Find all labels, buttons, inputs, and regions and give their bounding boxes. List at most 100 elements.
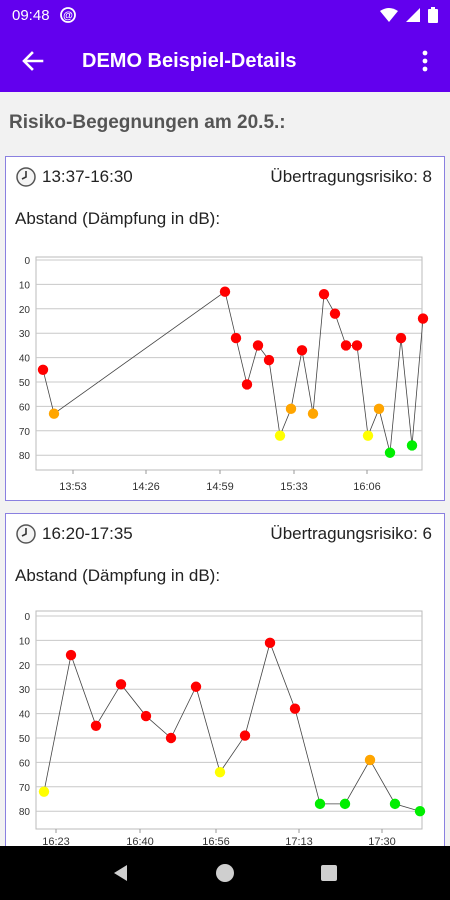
x-tick-label: 16:56 <box>202 836 230 848</box>
y-tick-label: 60 <box>19 758 31 769</box>
battery-icon <box>428 7 438 23</box>
y-tick-label: 60 <box>19 402 31 413</box>
card-header: 13:37-16:30 Übertragungsrisiko: 8 <box>16 167 432 187</box>
page-title: DEMO Beispiel-Details <box>82 49 297 72</box>
data-point <box>264 637 276 649</box>
x-tick-label: 15:33 <box>280 481 308 493</box>
y-tick-label: 10 <box>19 280 31 291</box>
series-line <box>42 291 424 453</box>
encounter-time-range: 16:20-17:35 <box>42 524 133 543</box>
overflow-menu-button[interactable] <box>400 30 450 92</box>
system-nav-bar <box>0 846 450 900</box>
encounter-card: 13:37-16:30 Übertragungsrisiko: 8 Abstan… <box>5 156 445 501</box>
nav-home-icon[interactable] <box>215 863 235 883</box>
data-point <box>296 345 308 356</box>
card-header: 16:20-17:35 Übertragungsrisiko: 6 <box>16 524 432 544</box>
data-point <box>340 340 352 351</box>
data-point <box>241 379 253 390</box>
x-tick-label: 14:26 <box>132 481 160 493</box>
data-point <box>395 332 407 344</box>
y-tick-label: 30 <box>19 329 31 340</box>
data-point <box>362 430 374 441</box>
series-line <box>43 641 421 812</box>
data-point <box>230 332 242 344</box>
status-time: 09:48 <box>12 6 50 24</box>
x-tick-label: 13:53 <box>59 481 87 493</box>
x-tick-label: 16:23 <box>42 836 70 848</box>
data-point <box>329 308 341 319</box>
plot-frame <box>35 256 423 471</box>
data-point <box>38 786 50 797</box>
status-bar: 09:48 @ <box>0 0 450 30</box>
y-tick-label: 20 <box>19 661 31 672</box>
data-point <box>406 440 418 451</box>
y-tick-label: 40 <box>19 354 31 365</box>
y-tick-label: 50 <box>19 734 31 745</box>
data-point <box>314 798 326 810</box>
data-point <box>115 679 127 690</box>
x-tick-label: 14:59 <box>206 481 234 493</box>
chart-subtitle: Abstand (Dämpfung in dB): <box>15 566 221 585</box>
data-point <box>165 732 177 744</box>
y-tick-label: 30 <box>19 685 31 696</box>
section-title: Risiko-Begegnungen am 20.5.: <box>9 112 286 133</box>
data-point <box>214 766 226 778</box>
risk-label: Übertragungsrisiko: 6 <box>270 524 432 543</box>
data-point <box>414 806 426 817</box>
data-point <box>285 403 297 415</box>
data-point <box>37 364 49 375</box>
y-tick-label: 20 <box>19 305 31 316</box>
y-tick-label: 40 <box>19 710 31 721</box>
y-tick-label: 0 <box>24 612 30 623</box>
data-point <box>389 798 401 810</box>
data-point <box>351 340 363 351</box>
y-tick-label: 10 <box>19 636 31 647</box>
data-point <box>252 340 264 351</box>
wifi-icon <box>380 8 398 22</box>
data-point <box>339 798 351 810</box>
data-point <box>90 720 102 731</box>
chart-subtitle: Abstand (Dämpfung in dB): <box>15 209 221 228</box>
x-tick-label: 16:06 <box>353 481 381 493</box>
x-tick-label: 17:30 <box>368 836 396 848</box>
data-point <box>65 649 77 661</box>
data-point <box>318 288 330 300</box>
signal-icon <box>406 8 420 22</box>
sync-icon: @ <box>59 7 76 23</box>
y-tick-label: 70 <box>19 783 31 794</box>
x-tick-label: 17:13 <box>285 836 313 848</box>
y-tick-label: 0 <box>24 256 30 267</box>
app-bar: DEMO Beispiel-Details <box>0 30 450 92</box>
nav-back-icon[interactable] <box>112 864 130 882</box>
y-tick-label: 80 <box>19 451 31 462</box>
plot-frame <box>35 610 423 830</box>
data-point <box>239 730 251 741</box>
data-point <box>417 313 429 324</box>
svg-text:@: @ <box>63 11 73 22</box>
data-point <box>48 408 60 419</box>
y-tick-label: 50 <box>19 378 31 389</box>
encounter-card: 16:20-17:35 Übertragungsrisiko: 6 Abstan… <box>5 513 445 848</box>
data-point <box>263 354 275 366</box>
data-point <box>190 681 202 692</box>
attenuation-chart: 0 10 20 30 40 50 60 70 80 13:53 14:26 14:59 15:33 16:… <box>19 256 429 493</box>
attenuation-chart: 0 10 20 30 40 50 60 70 80 16:23 16:40 16:56 17:13 17:… <box>19 610 426 848</box>
clock-icon <box>16 524 36 544</box>
data-point <box>384 447 396 458</box>
data-point <box>274 430 286 441</box>
data-point <box>219 286 231 297</box>
data-point <box>307 408 319 419</box>
x-tick-label: 16:40 <box>126 836 154 848</box>
clock-icon <box>16 167 36 187</box>
risk-label: Übertragungsrisiko: 8 <box>270 167 432 186</box>
nav-recents-icon[interactable] <box>320 864 338 882</box>
data-point <box>140 710 152 722</box>
back-button[interactable] <box>0 30 66 92</box>
y-tick-label: 70 <box>19 427 31 438</box>
encounter-time-range: 13:37-16:30 <box>42 167 133 186</box>
data-point <box>373 403 385 415</box>
data-point <box>364 754 376 766</box>
more-vert-icon <box>422 50 428 72</box>
arrow-back-icon <box>22 51 44 71</box>
y-tick-label: 80 <box>19 807 31 818</box>
